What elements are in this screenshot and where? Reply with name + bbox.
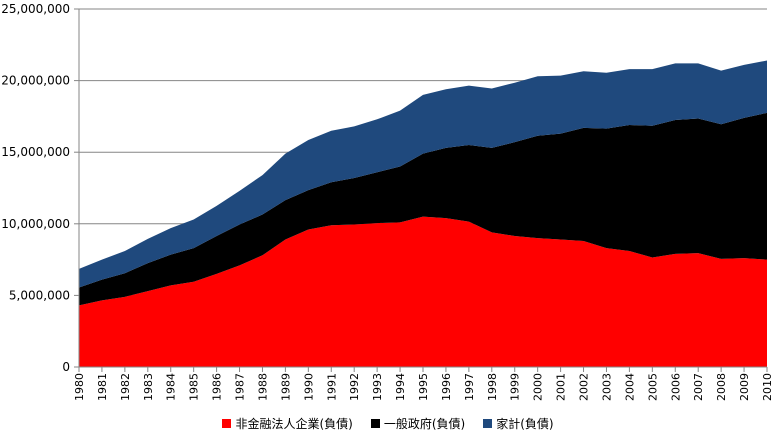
x-tick-label: 2000 [532, 373, 545, 401]
series-areas [79, 60, 767, 367]
x-tick-label: 1985 [188, 373, 201, 401]
x-tick-label: 1982 [119, 373, 132, 401]
x-tick-label: 2006 [669, 373, 682, 401]
x-tick-label: 2003 [600, 373, 613, 401]
x-tick-label: 1988 [256, 373, 269, 401]
x-tick-label: 1981 [96, 373, 109, 401]
y-tick-label: 0 [62, 360, 70, 374]
x-tick-label: 1987 [234, 373, 247, 401]
y-tick-label: 15,000,000 [1, 145, 70, 159]
axes [74, 8, 768, 372]
legend: 非金融法人企業(負債) 一般政府(負債) 家計(負債) [0, 414, 776, 432]
x-tick-label: 1997 [463, 373, 476, 401]
y-tick-label: 5,000,000 [9, 288, 70, 302]
x-tick-label: 2007 [692, 373, 705, 401]
x-tick-label: 1984 [165, 373, 178, 401]
x-tick-label: 1996 [440, 373, 453, 401]
legend-item-3: 家計(負債) [483, 415, 554, 432]
x-tick-label: 2008 [715, 373, 728, 401]
x-tick-label: 2004 [623, 373, 636, 401]
x-tick-labels: 1980 1981 1982 1983 1984 1985 1986 1987 1988 1989… [73, 373, 774, 401]
x-tick-label: 1998 [486, 373, 499, 401]
x-tick-label: 1986 [211, 373, 224, 401]
legend-label: 家計(負債) [496, 416, 554, 431]
x-tick-label: 1983 [142, 373, 155, 401]
legend-swatch [222, 418, 232, 428]
legend-swatch [370, 418, 380, 428]
legend-item-2: 一般政府(負債) [370, 415, 466, 432]
x-tick-label: 1994 [394, 373, 407, 401]
y-tick-labels: 0 5,000,000 10,000,000 15,000,000 20,000,000… [1, 2, 70, 374]
series-area-1 [79, 216, 767, 367]
x-tick-label: 1980 [73, 373, 86, 401]
y-tick-label: 20,000,000 [1, 74, 70, 88]
y-tick-label: 25,000,000 [1, 2, 70, 16]
x-tick-label: 2001 [555, 373, 568, 401]
x-tick-label: 2002 [578, 373, 591, 401]
x-tick-label: 1992 [348, 373, 361, 401]
legend-item-1: 非金融法人企業(負債) [222, 415, 353, 432]
x-tick-label: 1989 [279, 373, 292, 401]
x-tick-label: 2009 [738, 373, 751, 401]
x-tick-label: 2010 [761, 373, 774, 401]
legend-label: 非金融法人企業(負債) [235, 416, 353, 431]
y-tick-label: 10,000,000 [1, 217, 70, 231]
series-area-3 [79, 60, 767, 288]
x-tick-label: 1991 [325, 373, 338, 401]
x-tick-label: 1990 [302, 373, 315, 401]
x-tick-label: 1995 [417, 373, 430, 401]
x-tick-label: 2005 [646, 373, 659, 401]
x-tick-label: 1999 [509, 373, 522, 401]
x-tick-label: 1993 [371, 373, 384, 401]
legend-swatch [483, 418, 493, 428]
legend-label: 一般政府(負債) [383, 416, 466, 431]
series-area-2 [79, 112, 767, 306]
